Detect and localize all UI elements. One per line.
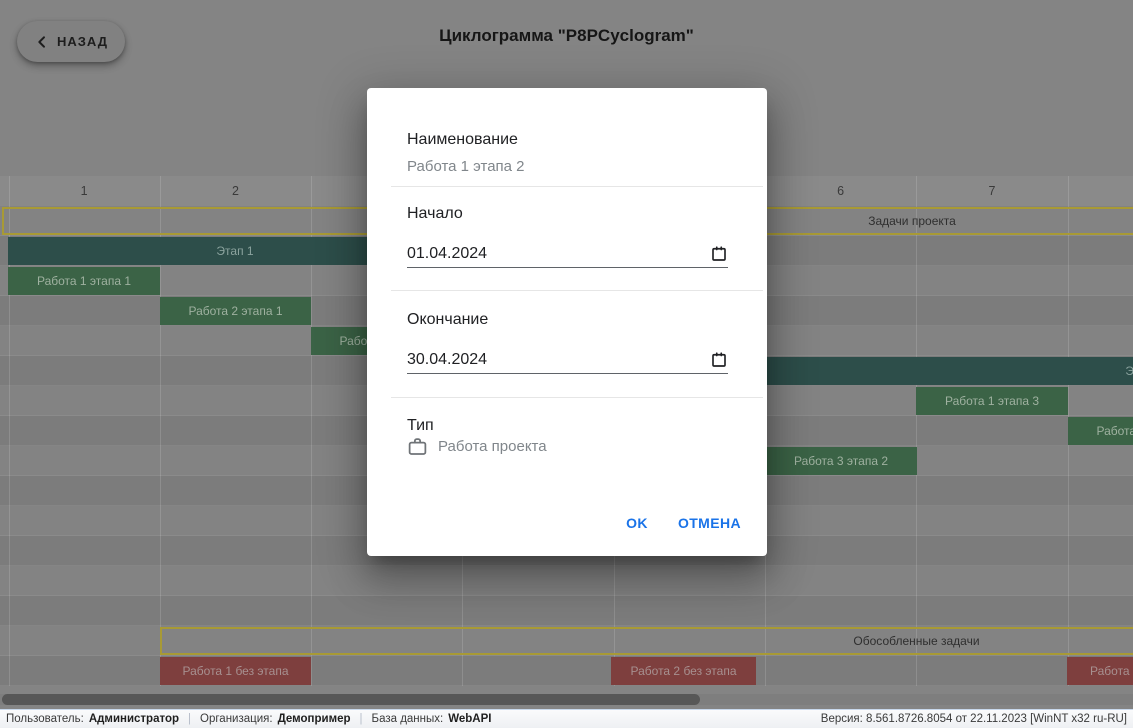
name-field-label: Наименование <box>407 131 518 148</box>
gantt-row <box>0 566 1133 596</box>
gantt-bar-rabota-2-bez-etapa[interactable]: Работа 2 без этапа <box>611 657 756 685</box>
gantt-row <box>0 596 1133 626</box>
horizontal-scrollbar-thumb[interactable] <box>2 694 700 705</box>
status-bar: Пользователь: Администратор | Организация: Д… <box>0 709 1133 728</box>
gantt-grid-line <box>160 176 161 686</box>
divider <box>391 290 763 291</box>
status-item-label: Организация: <box>200 713 273 725</box>
calendar-icon[interactable] <box>710 245 728 263</box>
status-item-value: WebAPI <box>448 713 492 725</box>
briefcase-icon <box>407 436 428 457</box>
back-button[interactable]: НАЗАД <box>17 21 125 62</box>
gantt-column-header: 6 <box>837 184 845 198</box>
gantt-bar-rabota-1-etapa-3[interactable]: Работа 1 этапа 3 <box>916 387 1068 415</box>
gantt-bar-rabota-3-bez-etapa[interactable]: Работа 3 без этапа <box>1067 657 1133 685</box>
gantt-column-header: 2 <box>231 184 239 198</box>
chevron-left-icon <box>34 34 50 50</box>
cancel-button[interactable]: ОТМЕНА <box>666 506 753 540</box>
gantt-bar-rabota-1-bez-etapa[interactable]: Работа 1 без этапа <box>160 657 311 685</box>
start-field-label: Начало <box>407 205 463 222</box>
end-date-value: 30.04.2024 <box>407 350 488 368</box>
end-date-input[interactable]: 30.04.2024 <box>407 346 728 374</box>
status-item-value: Демопример <box>277 713 351 725</box>
calendar-icon[interactable] <box>710 351 728 369</box>
type-selector[interactable]: Работа проекта <box>407 436 547 457</box>
status-separator: | <box>188 713 192 725</box>
gantt-row <box>0 626 1133 656</box>
back-button-label: НАЗАД <box>56 34 109 49</box>
gantt-column-header: 1 <box>80 184 88 198</box>
type-field-label: Тип <box>407 417 434 434</box>
page-title: Циклограмма "P8PCyclogram" <box>439 26 694 45</box>
edit-task-dialog: Наименование Работа 1 этапа 2 Начало 01.… <box>367 88 767 556</box>
gantt-grid-line <box>9 176 10 686</box>
dialog-actions: OK ОТМЕНА <box>614 506 753 540</box>
gantt-bar-rabota-1-etapa-1[interactable]: Работа 1 этапа 1 <box>8 267 160 295</box>
gantt-bar-rabota-2-etapa-1[interactable]: Работа 2 этапа 1 <box>160 297 311 325</box>
name-field-value: Работа 1 этапа 2 <box>407 158 525 175</box>
gantt-bar-rabota-3-etapa-2[interactable]: Работа 3 этапа 2 <box>765 447 917 475</box>
end-field-label: Окончание <box>407 311 489 328</box>
status-separator: | <box>359 713 363 725</box>
type-field-value: Работа проекта <box>438 438 547 455</box>
horizontal-scrollbar-track[interactable] <box>0 694 1133 705</box>
gantt-column-header: 7 <box>988 184 996 198</box>
ok-button[interactable]: OK <box>614 506 660 540</box>
gantt-grid-line <box>916 176 917 686</box>
divider <box>391 397 763 398</box>
status-item: Пользователь: Администратор <box>6 713 179 725</box>
status-item: База данных: WebAPI <box>372 713 492 725</box>
status-item: Организация: Демопример <box>200 713 351 725</box>
status-version: Версия: 8.561.8726.8054 от 22.11.2023 [W… <box>820 713 1127 725</box>
gantt-grid-line <box>311 176 312 686</box>
gantt-column-header <box>1068 176 1133 206</box>
start-date-input[interactable]: 01.04.2024 <box>407 240 728 268</box>
start-date-value: 01.04.2024 <box>407 244 488 262</box>
gantt-bar-obosoblennye-zadachi[interactable]: Обособленные задачи <box>160 627 1133 655</box>
status-item-label: Пользователь: <box>6 713 84 725</box>
divider <box>391 186 763 187</box>
status-item-value: Администратор <box>88 713 180 725</box>
gantt-bar-rabota-2-etapa-3[interactable]: Работа 2 этапа 3 <box>1068 417 1133 445</box>
status-item-label: База данных: <box>371 713 444 725</box>
